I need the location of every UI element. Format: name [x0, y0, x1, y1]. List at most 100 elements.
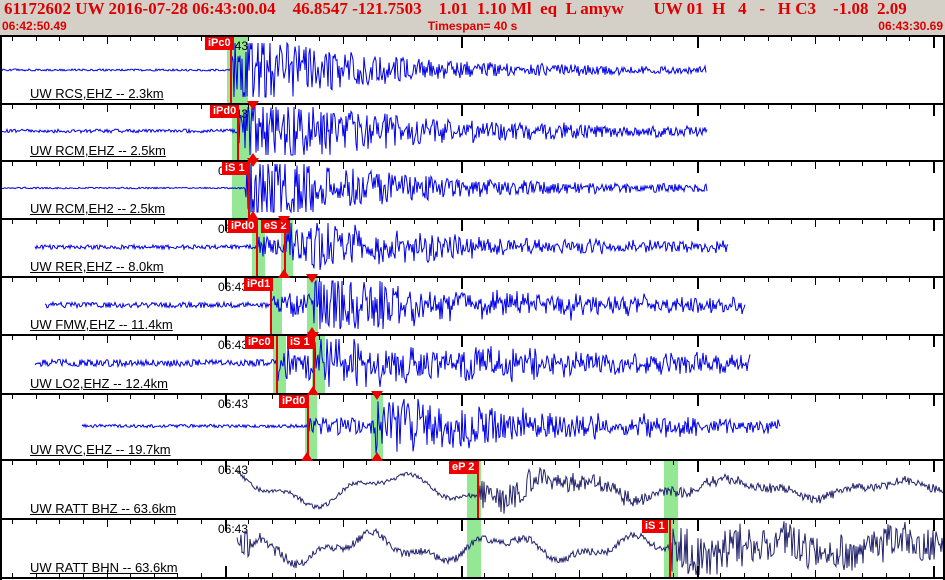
axis-tick — [933, 162, 935, 173]
axis-tick — [295, 37, 297, 41]
axis-tick — [578, 570, 580, 577]
pick-marker-triangle[interactable] — [307, 386, 319, 395]
axis-tick — [862, 220, 864, 224]
axis-tick — [248, 461, 250, 465]
pick-flag[interactable]: iPd1 — [244, 278, 274, 291]
axis-tick — [319, 278, 320, 282]
pick-marker-triangle[interactable] — [306, 327, 318, 336]
axis-tick — [720, 395, 722, 399]
pick-marker-triangle[interactable] — [371, 452, 383, 461]
axis-tick — [413, 520, 415, 524]
pick-marker-triangle[interactable] — [247, 153, 259, 162]
axis-tick — [484, 395, 486, 399]
pick-flag[interactable]: eP 2 — [449, 461, 478, 474]
pick-flag[interactable]: iPd0 — [210, 105, 240, 118]
axis-tick — [744, 37, 746, 41]
axis-tick — [59, 105, 61, 109]
pick-marker-triangle[interactable] — [278, 269, 290, 278]
pick-flag[interactable]: iPd0 — [279, 395, 309, 408]
axis-tick — [12, 162, 13, 166]
axis-tick — [720, 520, 722, 524]
axis-tick — [862, 336, 864, 340]
waveform-trace — [0, 163, 708, 214]
axis-tick — [933, 520, 935, 531]
axis-tick — [59, 162, 61, 166]
axis-tick — [437, 37, 439, 41]
axis-tick — [531, 220, 533, 224]
axis-tick — [460, 520, 463, 531]
axis-tick — [295, 220, 297, 224]
axis-tick — [460, 105, 463, 116]
axis-tick — [460, 336, 463, 347]
pick-time-line — [669, 520, 671, 577]
pick-flag[interactable]: iS 1 — [222, 162, 248, 175]
pick-flag[interactable]: iPd0 — [228, 220, 258, 233]
pick-marker-triangle[interactable] — [306, 274, 318, 283]
axis-tick — [862, 520, 864, 524]
pick-flag[interactable]: iS 1 — [287, 336, 313, 349]
pick-marker-triangle[interactable] — [307, 332, 319, 341]
axis-tick — [507, 37, 509, 41]
axis-tick — [413, 162, 415, 166]
pick-marker-triangle[interactable] — [247, 101, 259, 110]
axis-tick — [106, 162, 108, 169]
axis-tick — [437, 162, 439, 166]
axis-tick — [507, 105, 509, 109]
axis-tick — [814, 520, 816, 527]
axis-tick — [673, 220, 675, 224]
axis-tick — [177, 278, 179, 282]
axis-tick — [153, 336, 155, 340]
pick-flag[interactable]: iPc0 — [205, 37, 234, 50]
axis-tick — [933, 461, 935, 472]
axis-tick — [649, 220, 651, 224]
axis-tick — [909, 336, 911, 340]
axis-tick — [767, 37, 769, 41]
axis-tick — [224, 520, 227, 531]
axis-tick — [271, 162, 273, 166]
axis-tick — [555, 336, 557, 340]
axis-tick — [153, 37, 155, 41]
axis-tick — [696, 278, 699, 289]
axis-tick — [130, 37, 132, 41]
station-label: UW RCM,EH2 -- 2.5km — [30, 201, 166, 216]
axis-tick — [673, 278, 675, 282]
axis-tick — [720, 162, 722, 166]
pick-marker-triangle[interactable] — [371, 391, 383, 400]
axis-tick — [933, 566, 935, 577]
axis-tick — [366, 278, 368, 282]
pick-marker-triangle[interactable] — [247, 211, 259, 220]
axis-tick — [342, 461, 344, 468]
axis-tick — [909, 162, 911, 166]
axis-tick — [555, 461, 557, 465]
axis-tick — [791, 461, 793, 465]
axis-tick — [555, 105, 557, 109]
axis-tick — [909, 105, 911, 109]
station-label: UW RER,EHZ -- 8.0km — [30, 259, 164, 274]
axis-tick — [484, 278, 486, 282]
station-label: UW RATT BHZ -- 63.6km — [30, 501, 177, 516]
axis-tick — [649, 336, 651, 340]
axis-tick — [626, 336, 627, 340]
pick-marker-triangle[interactable] — [278, 216, 290, 225]
axis-tick — [271, 395, 273, 399]
axis-tick — [82, 37, 84, 41]
time-axis-line — [0, 276, 945, 278]
waveform-trace — [34, 338, 751, 388]
pick-marker-triangle[interactable] — [301, 452, 313, 461]
pick-marker-triangle[interactable] — [247, 158, 259, 167]
axis-tick — [82, 162, 84, 166]
axis-tick — [814, 220, 816, 227]
axis-tick — [673, 336, 675, 340]
axis-tick — [507, 220, 509, 224]
axis-tick — [437, 520, 439, 524]
axis-tick — [744, 573, 746, 577]
axis-tick — [484, 461, 486, 465]
pick-flag[interactable]: iPc0 — [245, 336, 274, 349]
station-label: UW RATT BHN -- 63.6km — [30, 560, 178, 575]
axis-tick — [791, 395, 793, 399]
axis-tick — [437, 573, 439, 577]
pick-flag[interactable]: iS 1 — [642, 520, 668, 533]
waveform-trace — [0, 106, 708, 156]
axis-tick — [35, 461, 37, 465]
